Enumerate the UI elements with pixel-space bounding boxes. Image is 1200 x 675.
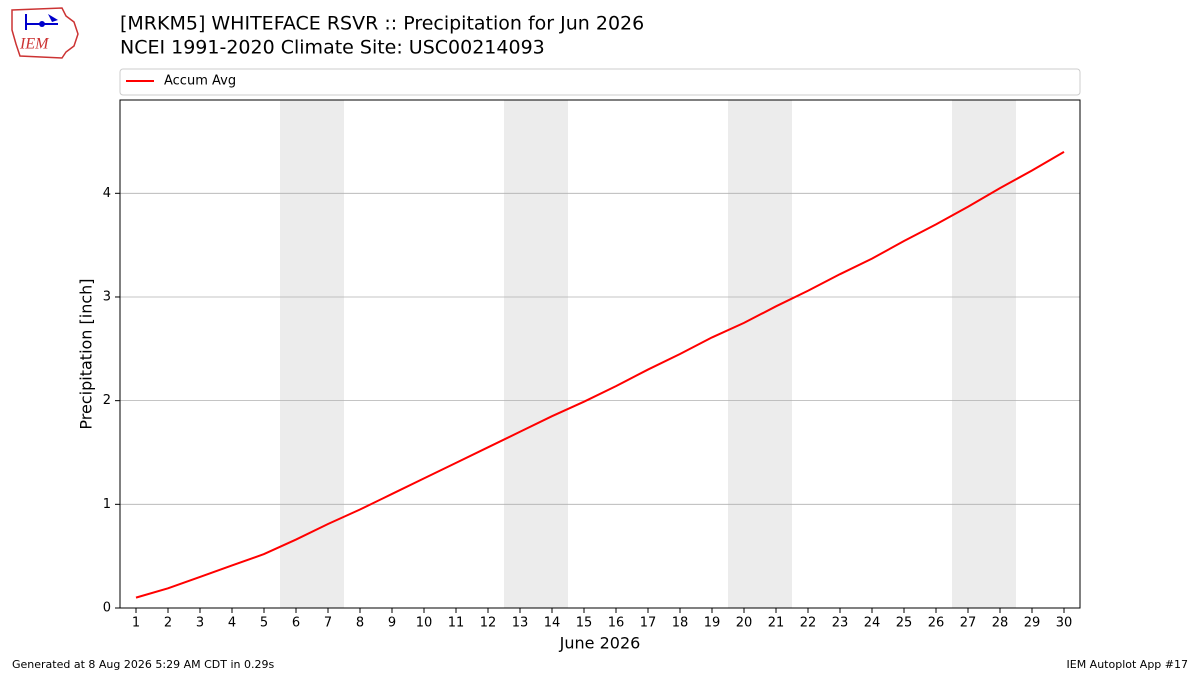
x-tick-label: 22	[800, 616, 817, 631]
x-tick-label: 8	[356, 616, 364, 631]
x-tick-label: 17	[640, 616, 657, 631]
weekend-shade	[728, 100, 792, 608]
series-line	[135, 150, 1065, 599]
x-tick-label: 25	[896, 616, 913, 631]
x-tick-label: 15	[576, 616, 593, 631]
y-tick-label: 4	[103, 186, 111, 201]
x-tick-label: 12	[480, 616, 497, 631]
x-tick-label: 16	[608, 616, 625, 631]
x-tick-label: 28	[992, 616, 1009, 631]
x-tick-label: 13	[512, 616, 529, 631]
x-tick-label: 20	[736, 616, 753, 631]
x-tick-label: 26	[928, 616, 945, 631]
x-tick-label: 18	[672, 616, 689, 631]
y-axis-label: Precipitation [inch]	[77, 278, 96, 429]
y-tick-label: 1	[103, 497, 111, 512]
x-tick-label: 2	[164, 616, 172, 631]
x-tick-label: 19	[704, 616, 721, 631]
weekend-shade	[952, 100, 1016, 608]
x-tick-label: 4	[228, 616, 236, 631]
x-tick-label: 21	[768, 616, 785, 631]
chart-subtitle: NCEI 1991-2020 Climate Site: USC00214093	[120, 37, 545, 59]
y-tick-label: 3	[103, 289, 111, 304]
x-tick-label: 7	[324, 616, 332, 631]
x-tick-label: 23	[832, 616, 849, 631]
x-tick-label: 9	[388, 616, 396, 631]
x-tick-label: 6	[292, 616, 300, 631]
plot-frame	[119, 99, 1081, 609]
chart-title: [MRKM5] WHITEFACE RSVR :: Precipitation …	[120, 13, 644, 35]
y-tick-label: 2	[103, 393, 111, 408]
legend-label: Accum Avg	[164, 74, 236, 89]
x-axis-label: June 2026	[559, 634, 641, 653]
x-tick-label: 3	[196, 616, 204, 631]
x-tick-label: 30	[1056, 616, 1073, 631]
x-tick-label: 11	[448, 616, 465, 631]
legend-box	[119, 68, 1081, 96]
x-tick-label: 14	[544, 616, 561, 631]
x-tick-label: 1	[132, 616, 140, 631]
x-tick-label: 24	[864, 616, 881, 631]
x-tick-label: 29	[1024, 616, 1041, 631]
x-tick-label: 10	[416, 616, 433, 631]
y-tick-label: 0	[103, 601, 111, 616]
logo: IEM	[11, 7, 79, 59]
logo-text: IEM	[19, 36, 50, 53]
footer-right: IEM Autoplot App #17	[1067, 658, 1189, 671]
weekend-shade	[504, 100, 568, 608]
x-tick-label: 5	[260, 616, 268, 631]
footer-left: Generated at 8 Aug 2026 5:29 AM CDT in 0…	[12, 658, 274, 671]
x-tick-label: 27	[960, 616, 977, 631]
weekend-shade	[280, 100, 344, 608]
